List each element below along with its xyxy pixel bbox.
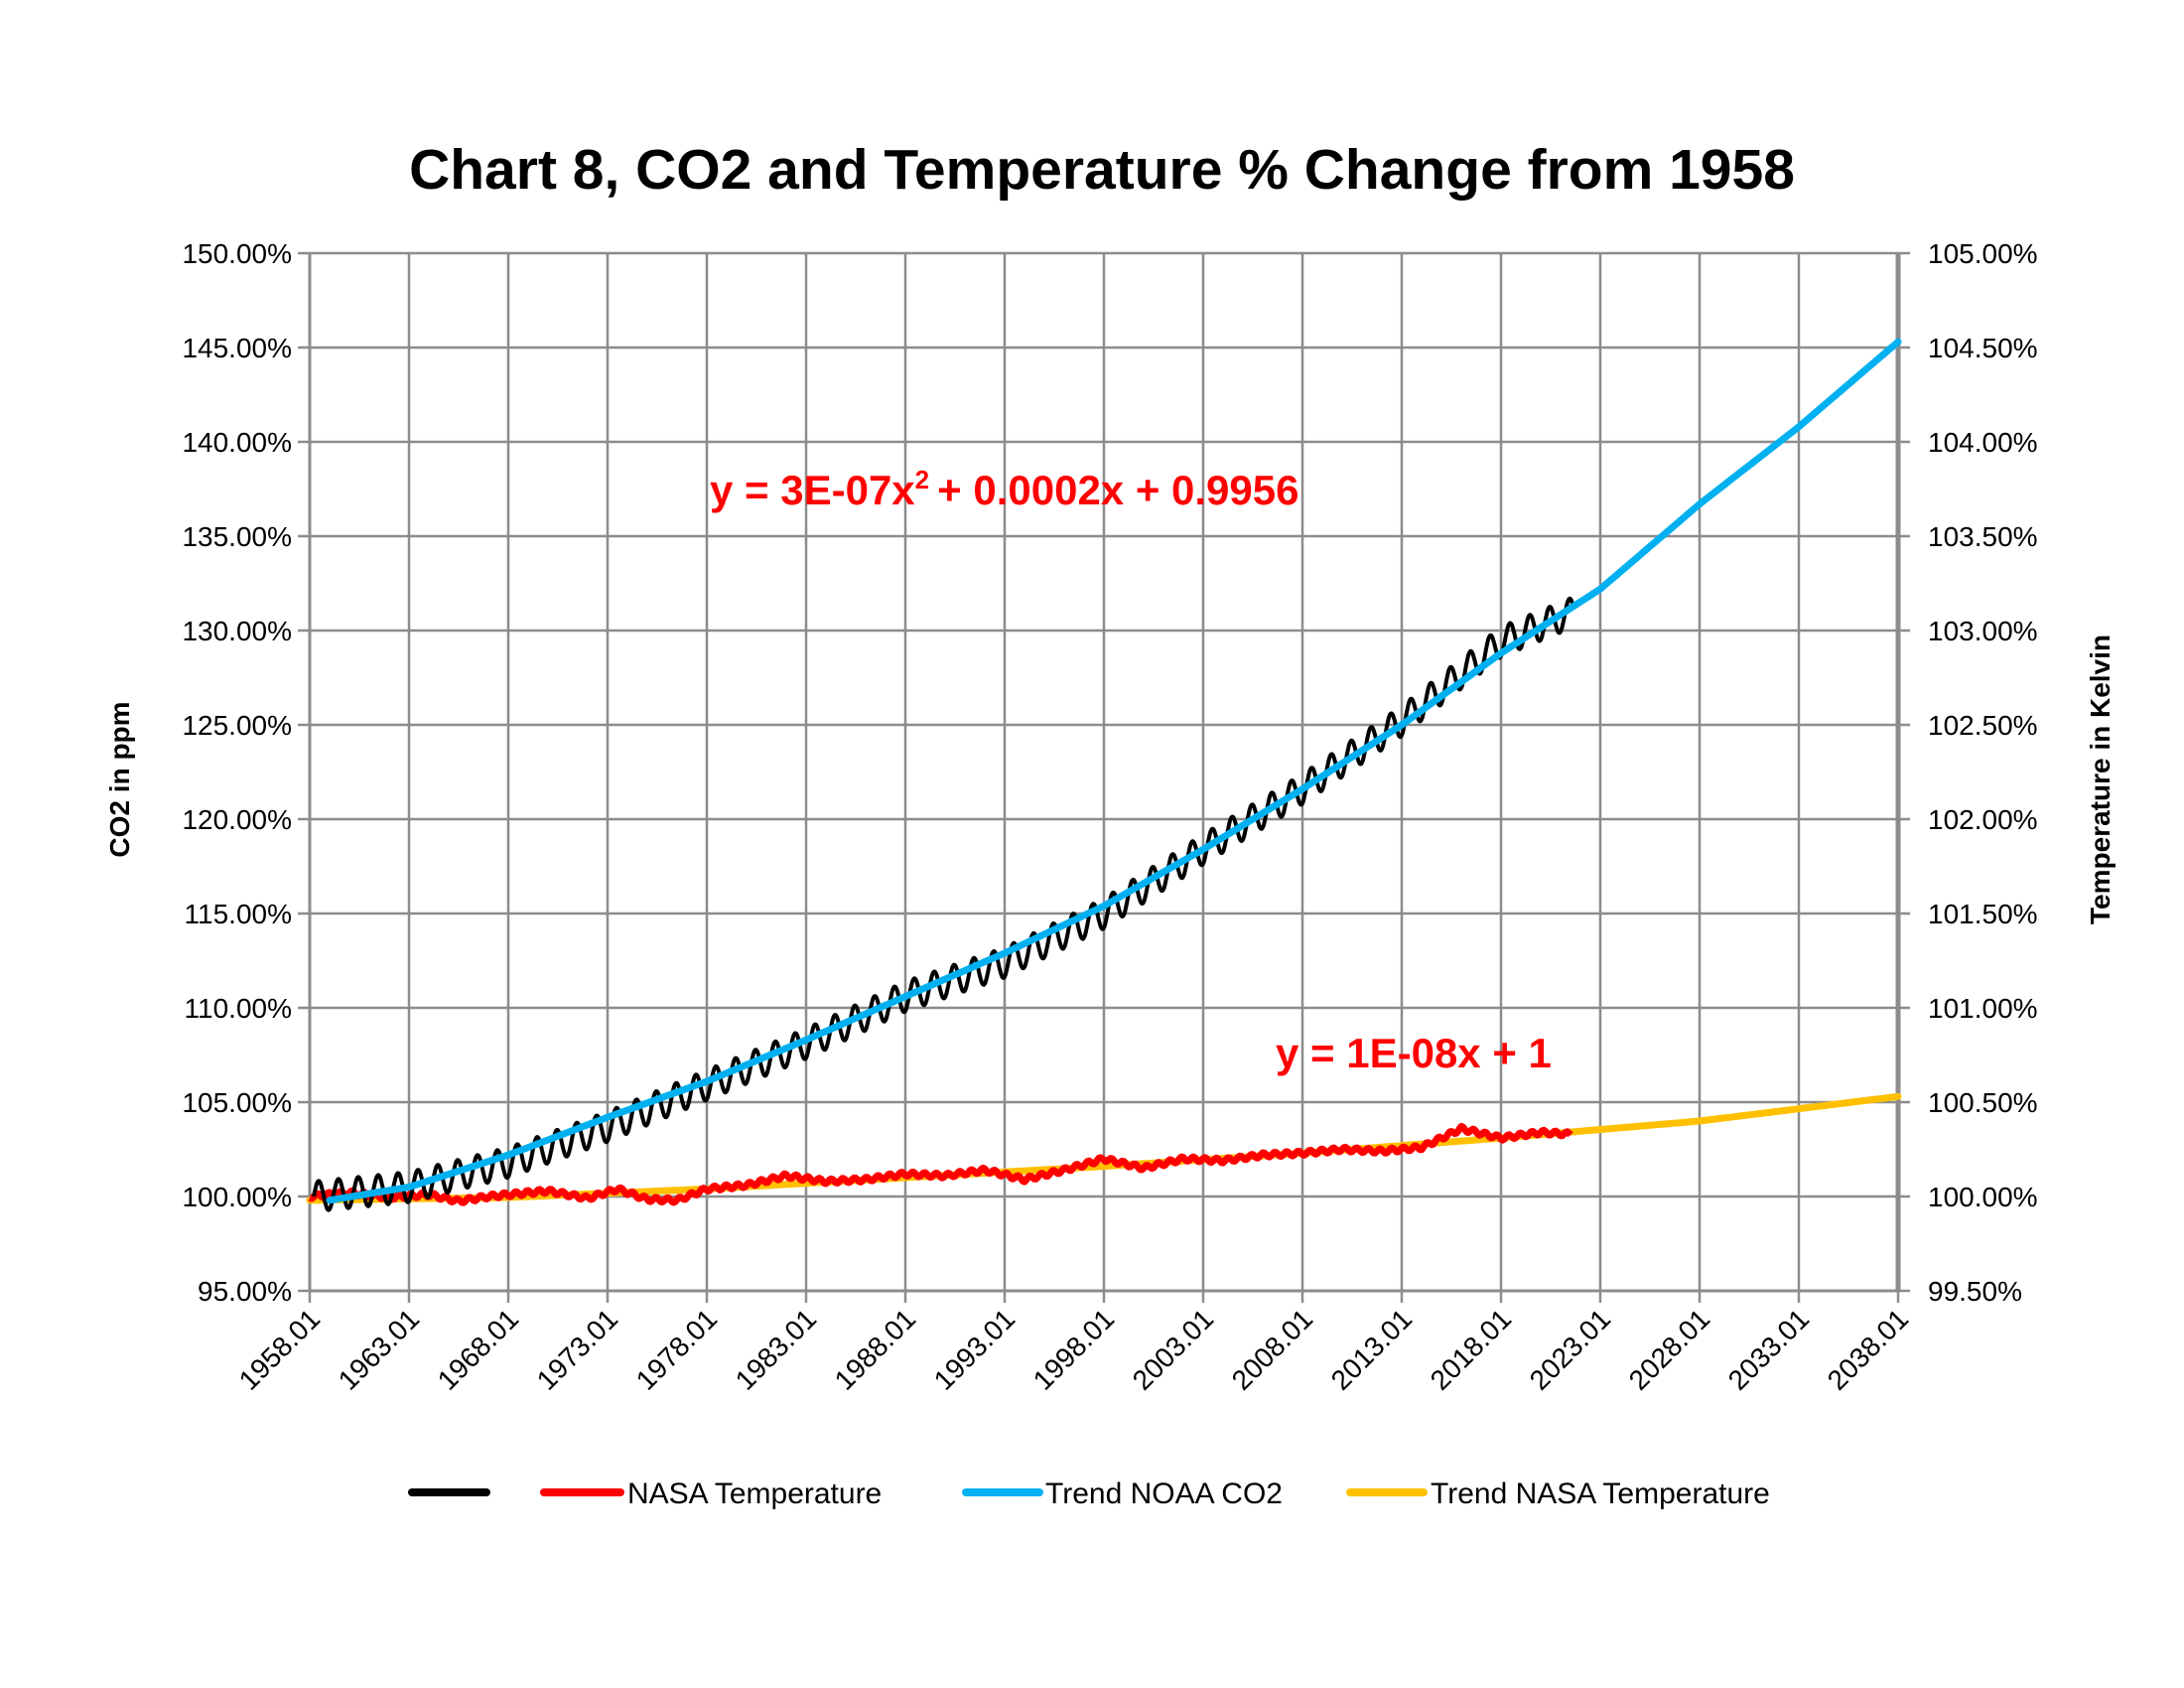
co2-trend-equation: y = 3E-07x2 + 0.0002x + 0.9956 [710, 465, 1298, 513]
x-tick-label: 1983.01 [730, 1303, 822, 1395]
y-tick-label: 120.00% [182, 804, 292, 835]
y2-tick-label: 100.00% [1928, 1182, 2038, 1212]
legend-label: NASA Temperature [627, 1477, 882, 1510]
y2-tick-label: 101.00% [1928, 993, 2038, 1024]
x-tick-label: 1998.01 [1027, 1303, 1120, 1395]
gridlines [308, 251, 1900, 1293]
y2-tick-label: 104.00% [1928, 427, 2038, 458]
y2-tick-label: 102.00% [1928, 804, 2038, 835]
y-tick-label: 150.00% [182, 238, 292, 269]
y-tick-label: 140.00% [182, 427, 292, 458]
x-tick-label: 2013.01 [1325, 1303, 1418, 1395]
x-tick-label: 1993.01 [928, 1303, 1021, 1395]
axes [298, 251, 1910, 1303]
x-tick-label: 2028.01 [1623, 1303, 1715, 1395]
x-tick-label: 1958.01 [233, 1303, 326, 1395]
x-tick-label: 1963.01 [333, 1303, 425, 1395]
x-tick-label: 2008.01 [1226, 1303, 1318, 1395]
x-tick-label: 1978.01 [630, 1303, 723, 1395]
y-tick-label: 125.00% [182, 710, 292, 741]
y-tick-label: 110.00% [185, 993, 292, 1024]
chart-title: Chart 8, CO2 and Temperature % Change fr… [409, 138, 1795, 202]
x-tick-label: 2003.01 [1127, 1303, 1219, 1395]
x-tick-label: 2018.01 [1425, 1303, 1517, 1395]
y-tick-label: 105.00% [182, 1087, 292, 1118]
y2-tick-label: 102.50% [1928, 710, 2038, 741]
x-tick-label: 1973.01 [531, 1303, 623, 1395]
co2-equation-main: y = 3E-07x [710, 467, 915, 513]
legend: NASA Temperature Trend NOAA CO2 Trend NASA… [408, 1477, 1770, 1510]
y-tick-label: 130.00% [182, 616, 292, 646]
y2-axis-title: Temperature in Kelvin [2085, 634, 2116, 924]
x-tick-label: 2038.01 [1822, 1303, 1914, 1395]
y-tick-label: 145.00% [182, 333, 292, 363]
x-tick-label: 1968.01 [432, 1303, 524, 1395]
co2-monthly-series [312, 596, 1576, 1212]
trend-noaa-co2-series [326, 338, 1902, 1204]
tick-labels: 95.00% 99.50% 100.00% 100.00% 105.00% 100.50%… [182, 238, 2037, 1396]
co2-equation-superscript: 2 [915, 465, 929, 494]
co2-equation-rest: + 0.0002x + 0.9956 [937, 467, 1298, 513]
y2-tick-label: 99.50% [1928, 1276, 2022, 1307]
y2-tick-label: 100.50% [1928, 1087, 2038, 1118]
x-tick-label: 2033.01 [1722, 1303, 1815, 1395]
y2-tick-label: 101.50% [1928, 899, 2038, 929]
y-tick-label: 135.00% [182, 521, 292, 552]
legend-label: Trend NASA Temperature [1431, 1477, 1770, 1510]
y-tick-label: 115.00% [185, 899, 292, 929]
y2-tick-label: 104.50% [1928, 333, 2038, 363]
legend-label: Trend NOAA CO2 [1045, 1477, 1283, 1510]
y-axis-title: CO2 in ppm [104, 701, 135, 857]
plot-area [306, 338, 1902, 1212]
y-tick-label: 95.00% [198, 1276, 292, 1307]
nasa-temperature-series [308, 1122, 1573, 1206]
y2-tick-label: 105.00% [1928, 238, 2038, 269]
x-tick-label: 1988.01 [829, 1303, 921, 1395]
y2-tick-label: 103.00% [1928, 616, 2038, 646]
x-tick-label: 2023.01 [1524, 1303, 1616, 1395]
y2-tick-label: 103.50% [1928, 521, 2038, 552]
y-tick-label: 100.00% [182, 1182, 292, 1212]
temperature-trend-equation: y = 1E-08x + 1 [1276, 1030, 1552, 1076]
